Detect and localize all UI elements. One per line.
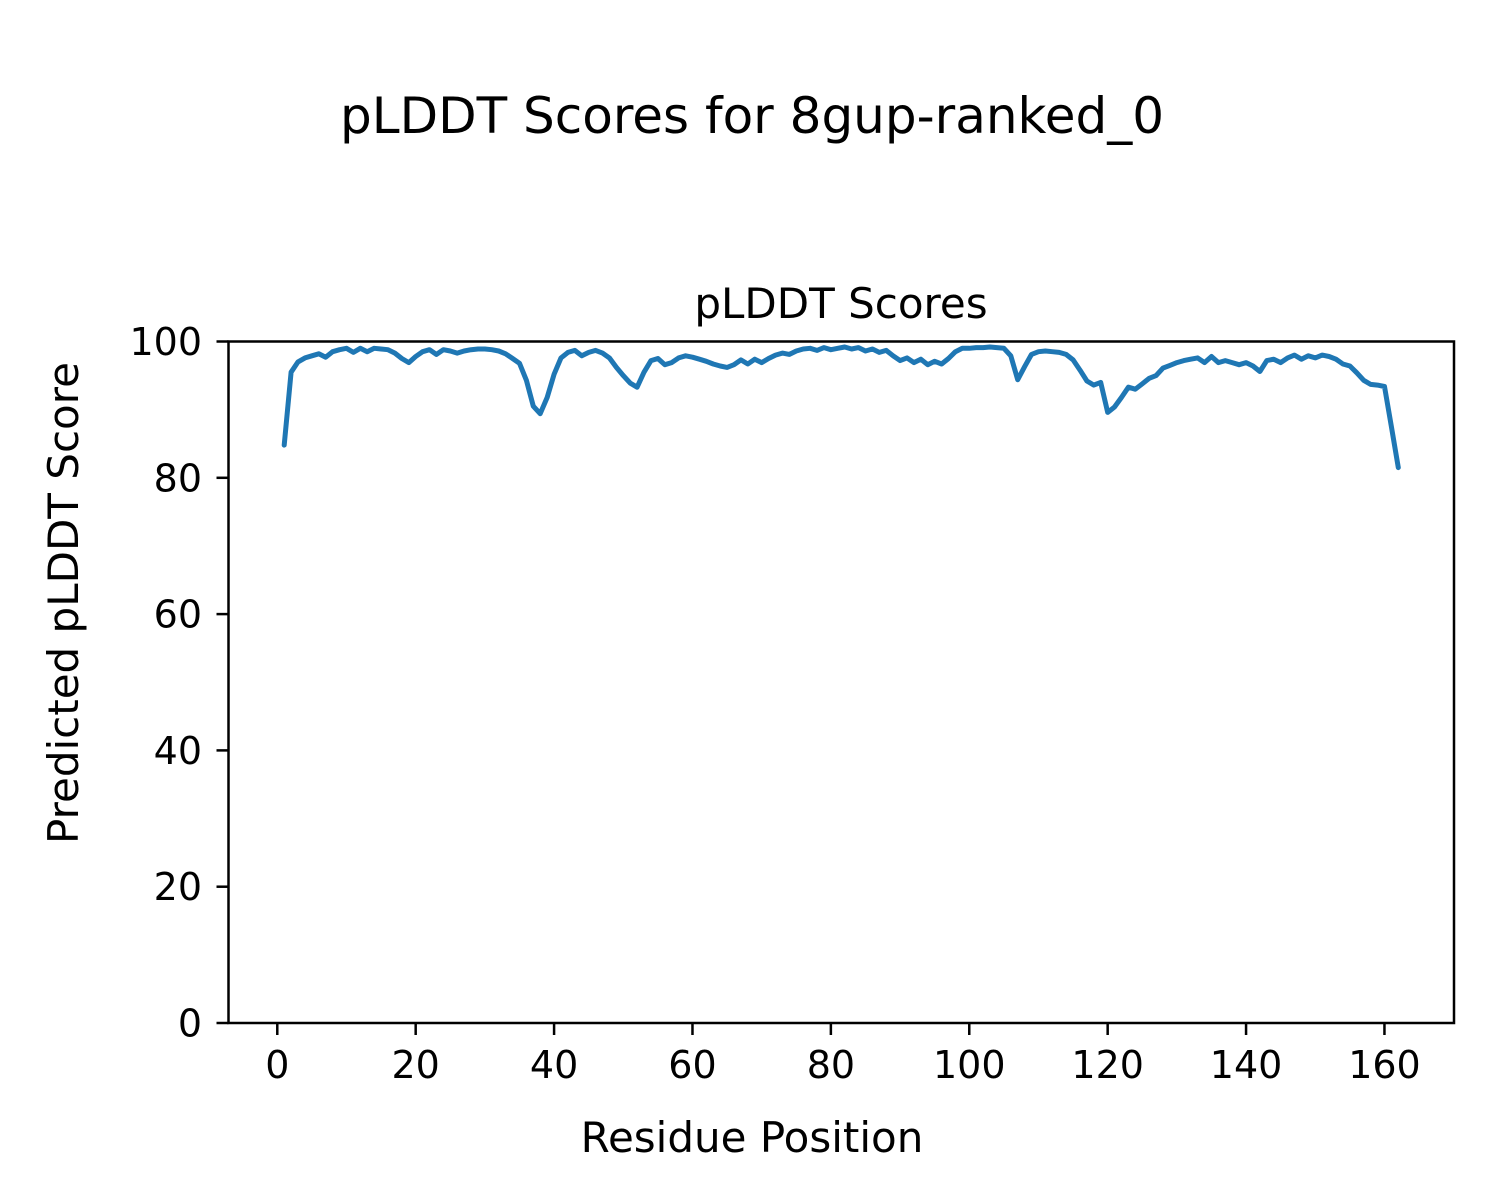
axes-title: pLDDT Scores bbox=[694, 279, 987, 328]
x-tick-label: 120 bbox=[1071, 1043, 1144, 1087]
x-axis-label: Residue Position bbox=[581, 1113, 924, 1162]
x-tick-label: 40 bbox=[530, 1043, 578, 1087]
x-tick-label: 60 bbox=[668, 1043, 716, 1087]
x-tick-label: 160 bbox=[1348, 1043, 1421, 1087]
x-axis-ticks: 0 20 40 60 80 100 120 140 160 bbox=[265, 1023, 1421, 1087]
y-tick-label: 80 bbox=[154, 456, 202, 500]
x-tick-label: 0 bbox=[265, 1043, 289, 1087]
plddt-series-group bbox=[281, 344, 1401, 471]
plddt-line bbox=[281, 344, 1401, 471]
y-axis-ticks: 0 20 40 60 80 100 bbox=[129, 320, 229, 1046]
x-tick-label: 80 bbox=[807, 1043, 855, 1087]
y-tick-label: 20 bbox=[154, 865, 202, 909]
figure-title: pLDDT Scores for 8gup-ranked_0 bbox=[340, 87, 1164, 145]
y-tick-label: 40 bbox=[154, 729, 202, 773]
x-tick-label: 20 bbox=[392, 1043, 440, 1087]
y-tick-label: 100 bbox=[129, 320, 202, 364]
x-tick-label: 140 bbox=[1210, 1043, 1283, 1087]
y-tick-label: 0 bbox=[178, 1002, 202, 1046]
y-tick-label: 60 bbox=[154, 593, 202, 637]
plot-frame bbox=[227, 340, 1456, 1025]
y-axis-label: Predicted pLDDT Score bbox=[39, 362, 88, 844]
x-tick-label: 100 bbox=[933, 1043, 1006, 1087]
